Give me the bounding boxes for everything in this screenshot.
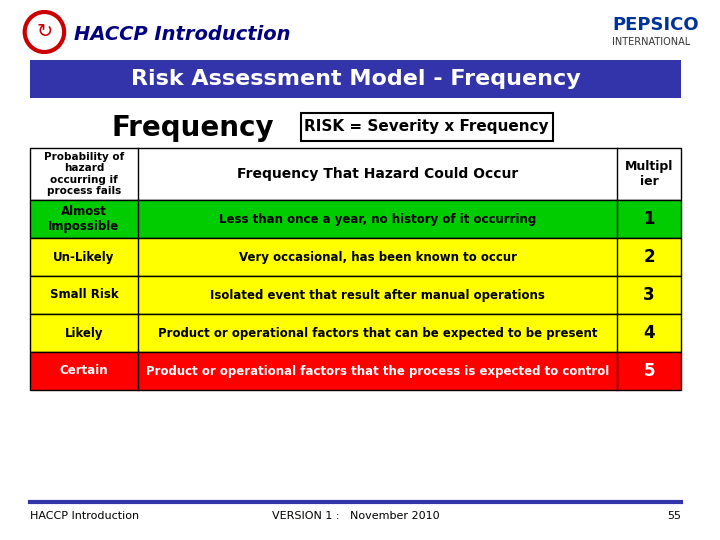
Text: VERSION 1 :   November 2010: VERSION 1 : November 2010: [271, 511, 439, 521]
Text: Frequency That Hazard Could Occur: Frequency That Hazard Could Occur: [237, 167, 518, 181]
Text: RISK = Severity x Frequency: RISK = Severity x Frequency: [305, 119, 549, 134]
Text: 55: 55: [667, 511, 681, 521]
Text: PEPSICO: PEPSICO: [612, 16, 699, 34]
Text: ↻: ↻: [36, 23, 53, 42]
FancyBboxPatch shape: [30, 200, 681, 238]
FancyBboxPatch shape: [30, 314, 681, 352]
Text: 1: 1: [644, 210, 655, 228]
Text: Very occasional, has been known to occur: Very occasional, has been known to occur: [238, 251, 517, 264]
Text: 3: 3: [644, 286, 655, 304]
Text: 2: 2: [644, 248, 655, 266]
FancyBboxPatch shape: [30, 276, 681, 314]
Text: Isolated event that result after manual operations: Isolated event that result after manual …: [210, 288, 545, 301]
Text: Certain: Certain: [60, 364, 108, 377]
Text: Risk Assessment Model - Frequency: Risk Assessment Model - Frequency: [130, 69, 580, 89]
FancyBboxPatch shape: [30, 60, 681, 98]
FancyBboxPatch shape: [30, 238, 681, 276]
Text: Likely: Likely: [65, 327, 103, 340]
Text: 4: 4: [644, 324, 655, 342]
Text: Almost
Impossible: Almost Impossible: [48, 205, 120, 233]
Text: Probability of
hazard
occurring if
process fails: Probability of hazard occurring if proce…: [44, 152, 124, 197]
Text: Un-Likely: Un-Likely: [53, 251, 114, 264]
Text: Less than once a year, no history of it occurring: Less than once a year, no history of it …: [219, 213, 536, 226]
Text: HACCP Introduction: HACCP Introduction: [30, 511, 139, 521]
Text: Small Risk: Small Risk: [50, 288, 118, 301]
Text: Product or operational factors that the process is expected to control: Product or operational factors that the …: [146, 364, 609, 377]
Text: Multipl
ier: Multipl ier: [625, 160, 673, 188]
Text: Frequency: Frequency: [111, 114, 274, 142]
FancyBboxPatch shape: [301, 113, 553, 141]
Text: Product or operational factors that can be expected to be present: Product or operational factors that can …: [158, 327, 598, 340]
Text: INTERNATIONAL: INTERNATIONAL: [612, 37, 690, 47]
Text: 5: 5: [644, 362, 655, 380]
Text: HACCP Introduction: HACCP Introduction: [74, 25, 291, 44]
FancyBboxPatch shape: [30, 352, 681, 390]
FancyBboxPatch shape: [30, 148, 681, 200]
